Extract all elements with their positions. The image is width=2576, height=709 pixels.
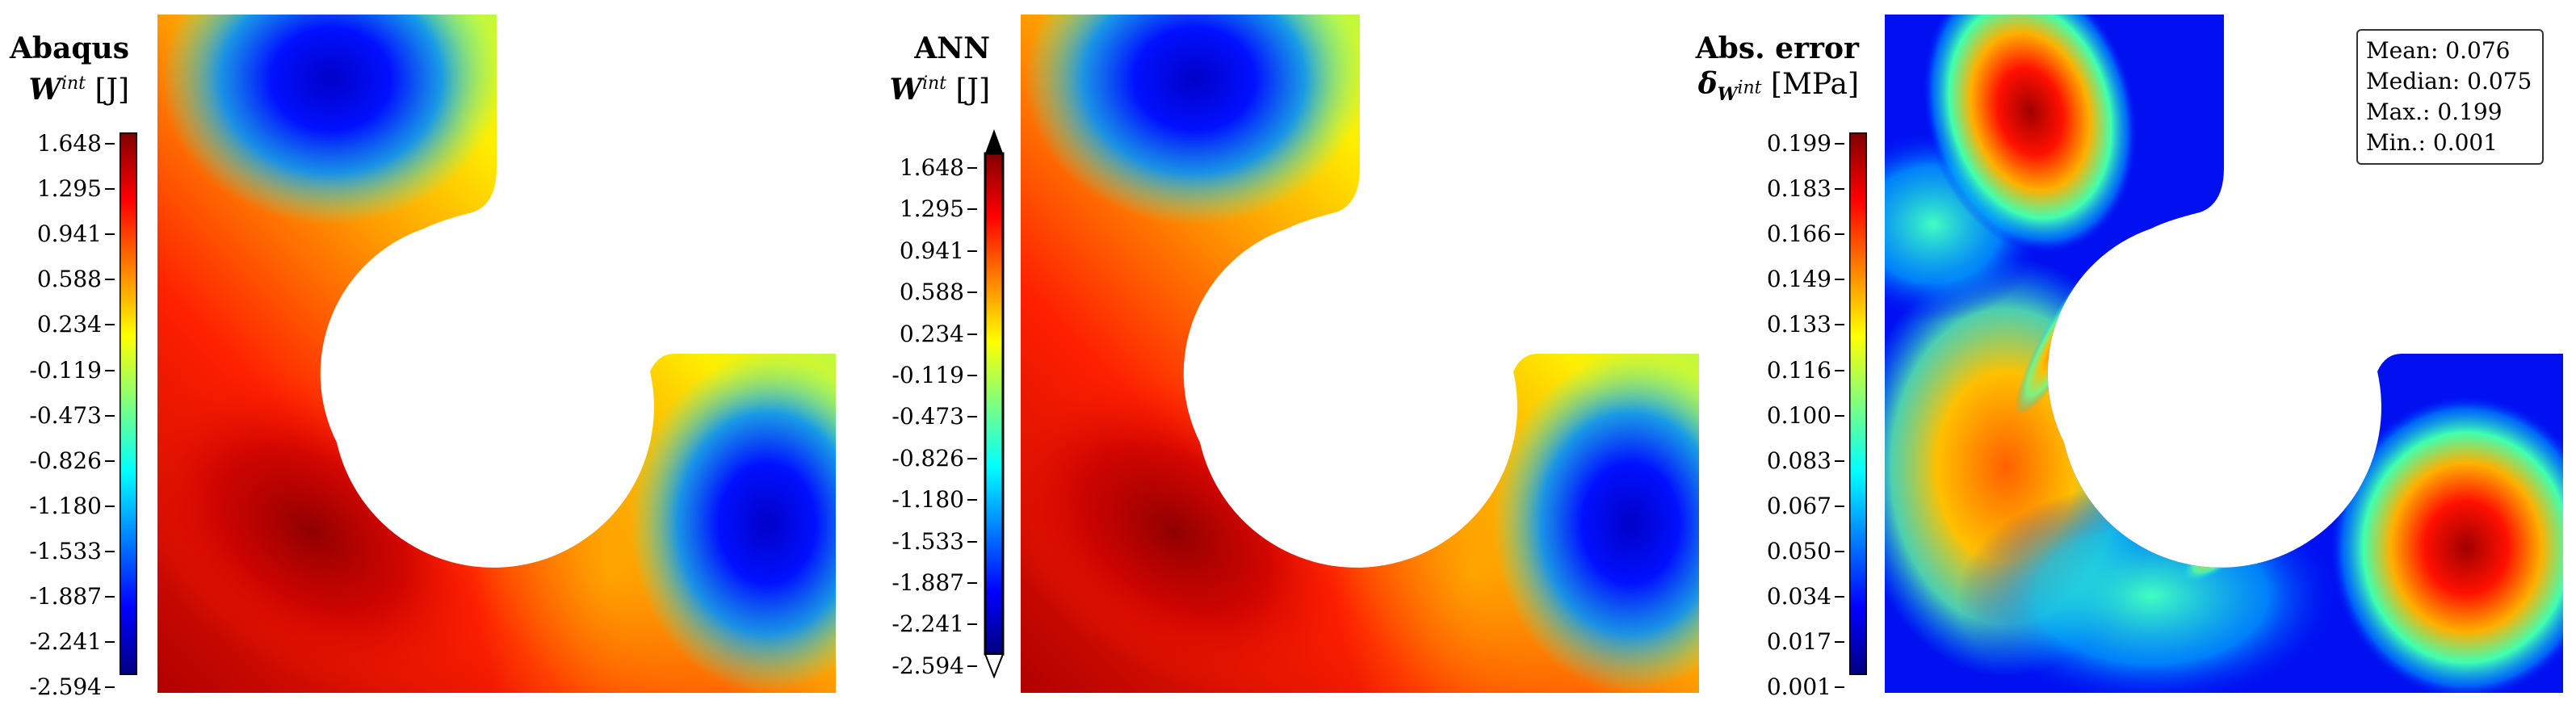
colorbar-tick-label: 0.017 <box>1766 628 1845 656</box>
colorbar-ticks: 0.199 0.183 0.166 0.149 0.133 0.116 0.100 0.083… <box>1655 121 1845 699</box>
colorbar-ticks: 1.648 1.295 0.941 0.588 0.234 -0.119 -0.473 -0.… <box>0 121 115 699</box>
colorbar-tick-label: -2.241 <box>892 610 977 638</box>
var-symbol: δ <box>1697 67 1718 101</box>
colorbar <box>1849 132 1867 675</box>
colorbar-tick-label: -2.594 <box>892 652 977 679</box>
unit-label: [J] <box>955 73 990 107</box>
panel-title: Abaqus Wint [J] <box>0 31 129 108</box>
colorbar-tick-label: -0.119 <box>892 362 977 388</box>
title-text: Abaqus <box>9 31 129 65</box>
colorbar-tick-label: -1.180 <box>892 486 977 514</box>
colorbar-tick-label: 0.588 <box>899 279 978 306</box>
var-sub-superscript: int <box>1737 78 1762 99</box>
panel-title: ANN Wint [J] <box>859 31 990 108</box>
stats-box: Mean: 0.076 Median: 0.075 Max.: 0.199 Mi… <box>2356 29 2544 165</box>
colorbar-tick-label: -1.887 <box>29 583 115 610</box>
colorbar-tick-label: 0.034 <box>1766 583 1845 610</box>
colorbar-tick-label: 0.116 <box>1766 356 1845 384</box>
colorbar-tick-label: 0.234 <box>36 311 115 338</box>
var-superscript: int <box>61 73 86 94</box>
colorbar-tick-label: 0.588 <box>36 266 115 293</box>
title-text: Abs. error <box>1695 31 1859 65</box>
colorbar-tick-label: -0.473 <box>29 401 115 429</box>
colorbar-tick-label: -2.594 <box>29 673 115 701</box>
stat-min: Min.: 0.001 <box>2366 129 2498 156</box>
contour-plot <box>1021 15 1699 693</box>
colorbar-tick-label: 0.941 <box>899 237 978 264</box>
panel-abaqus: Abaqus Wint [J] 1.648 1.295 0.941 0.588 0.23… <box>0 0 840 709</box>
stat-mean: Mean: 0.076 <box>2366 37 2511 64</box>
colorbar-tick-label: 0.067 <box>1766 492 1845 519</box>
var-sub-symbol: W <box>1717 84 1738 106</box>
colorbar-tick-label: -0.119 <box>29 356 115 384</box>
stat-max: Max.: 0.199 <box>2366 99 2503 125</box>
var-symbol: W <box>28 73 61 107</box>
title-text: ANN <box>914 31 990 65</box>
colorbar-tick-label: 0.149 <box>1766 266 1845 293</box>
colorbar-ticks: 1.648 1.295 0.941 0.588 0.234 -0.119 -0.473 -0.… <box>859 149 978 677</box>
colorbar-tick-label: 1.295 <box>36 175 115 203</box>
colorbar-tick-label: 0.100 <box>1766 401 1845 429</box>
colorbar-tick-label: 1.648 <box>899 154 978 181</box>
colorbar-tick-label: 0.050 <box>1766 537 1845 564</box>
var-superscript: int <box>921 73 947 94</box>
colorbar-tick-label: -0.826 <box>29 447 115 474</box>
panel-title: Abs. error δWint [MPa] <box>1655 31 1859 112</box>
contour-plot <box>157 15 836 693</box>
colorbar-tick-label: 0.083 <box>1766 447 1845 474</box>
panel-abs-error: Abs. error δWint [MPa] 0.199 0.183 0.166 0.… <box>1655 0 2576 709</box>
colorbar-tick-label: 0.183 <box>1766 175 1845 203</box>
colorbar-tick-label: 0.941 <box>36 220 115 248</box>
colorbar <box>120 132 137 675</box>
colorbar <box>984 129 1005 678</box>
colorbar-tick-label: -0.826 <box>892 444 977 472</box>
unit-label: [MPa] <box>1770 68 1859 101</box>
error-plot <box>1885 15 2563 693</box>
colorbar-tick-label: 0.001 <box>1766 673 1845 701</box>
unit-label: [J] <box>94 73 129 107</box>
colorbar-tick-label: 0.166 <box>1766 220 1845 248</box>
colorbar-tick-label: -1.533 <box>29 537 115 564</box>
stat-median: Median: 0.075 <box>2366 68 2532 94</box>
colorbar-tick-label: -1.533 <box>892 527 977 555</box>
colorbar-tick-label: -2.241 <box>29 628 115 656</box>
colorbar-tick-label: -1.887 <box>892 569 977 596</box>
colorbar-tick-label: 0.234 <box>899 320 978 347</box>
var-symbol: W <box>889 73 922 107</box>
panel-ann: ANN Wint [J] 1.648 1.295 0.941 0.588 0.234 -0… <box>859 0 1699 709</box>
colorbar-tick-label: 1.295 <box>899 195 978 223</box>
colorbar-tick-label: -0.473 <box>892 403 977 430</box>
colorbar-tick-label: 0.133 <box>1766 311 1845 338</box>
colorbar-tick-label: -1.180 <box>29 492 115 519</box>
colorbar-tick-label: 0.199 <box>1766 130 1845 157</box>
colorbar-tick-label: 1.648 <box>36 130 115 157</box>
